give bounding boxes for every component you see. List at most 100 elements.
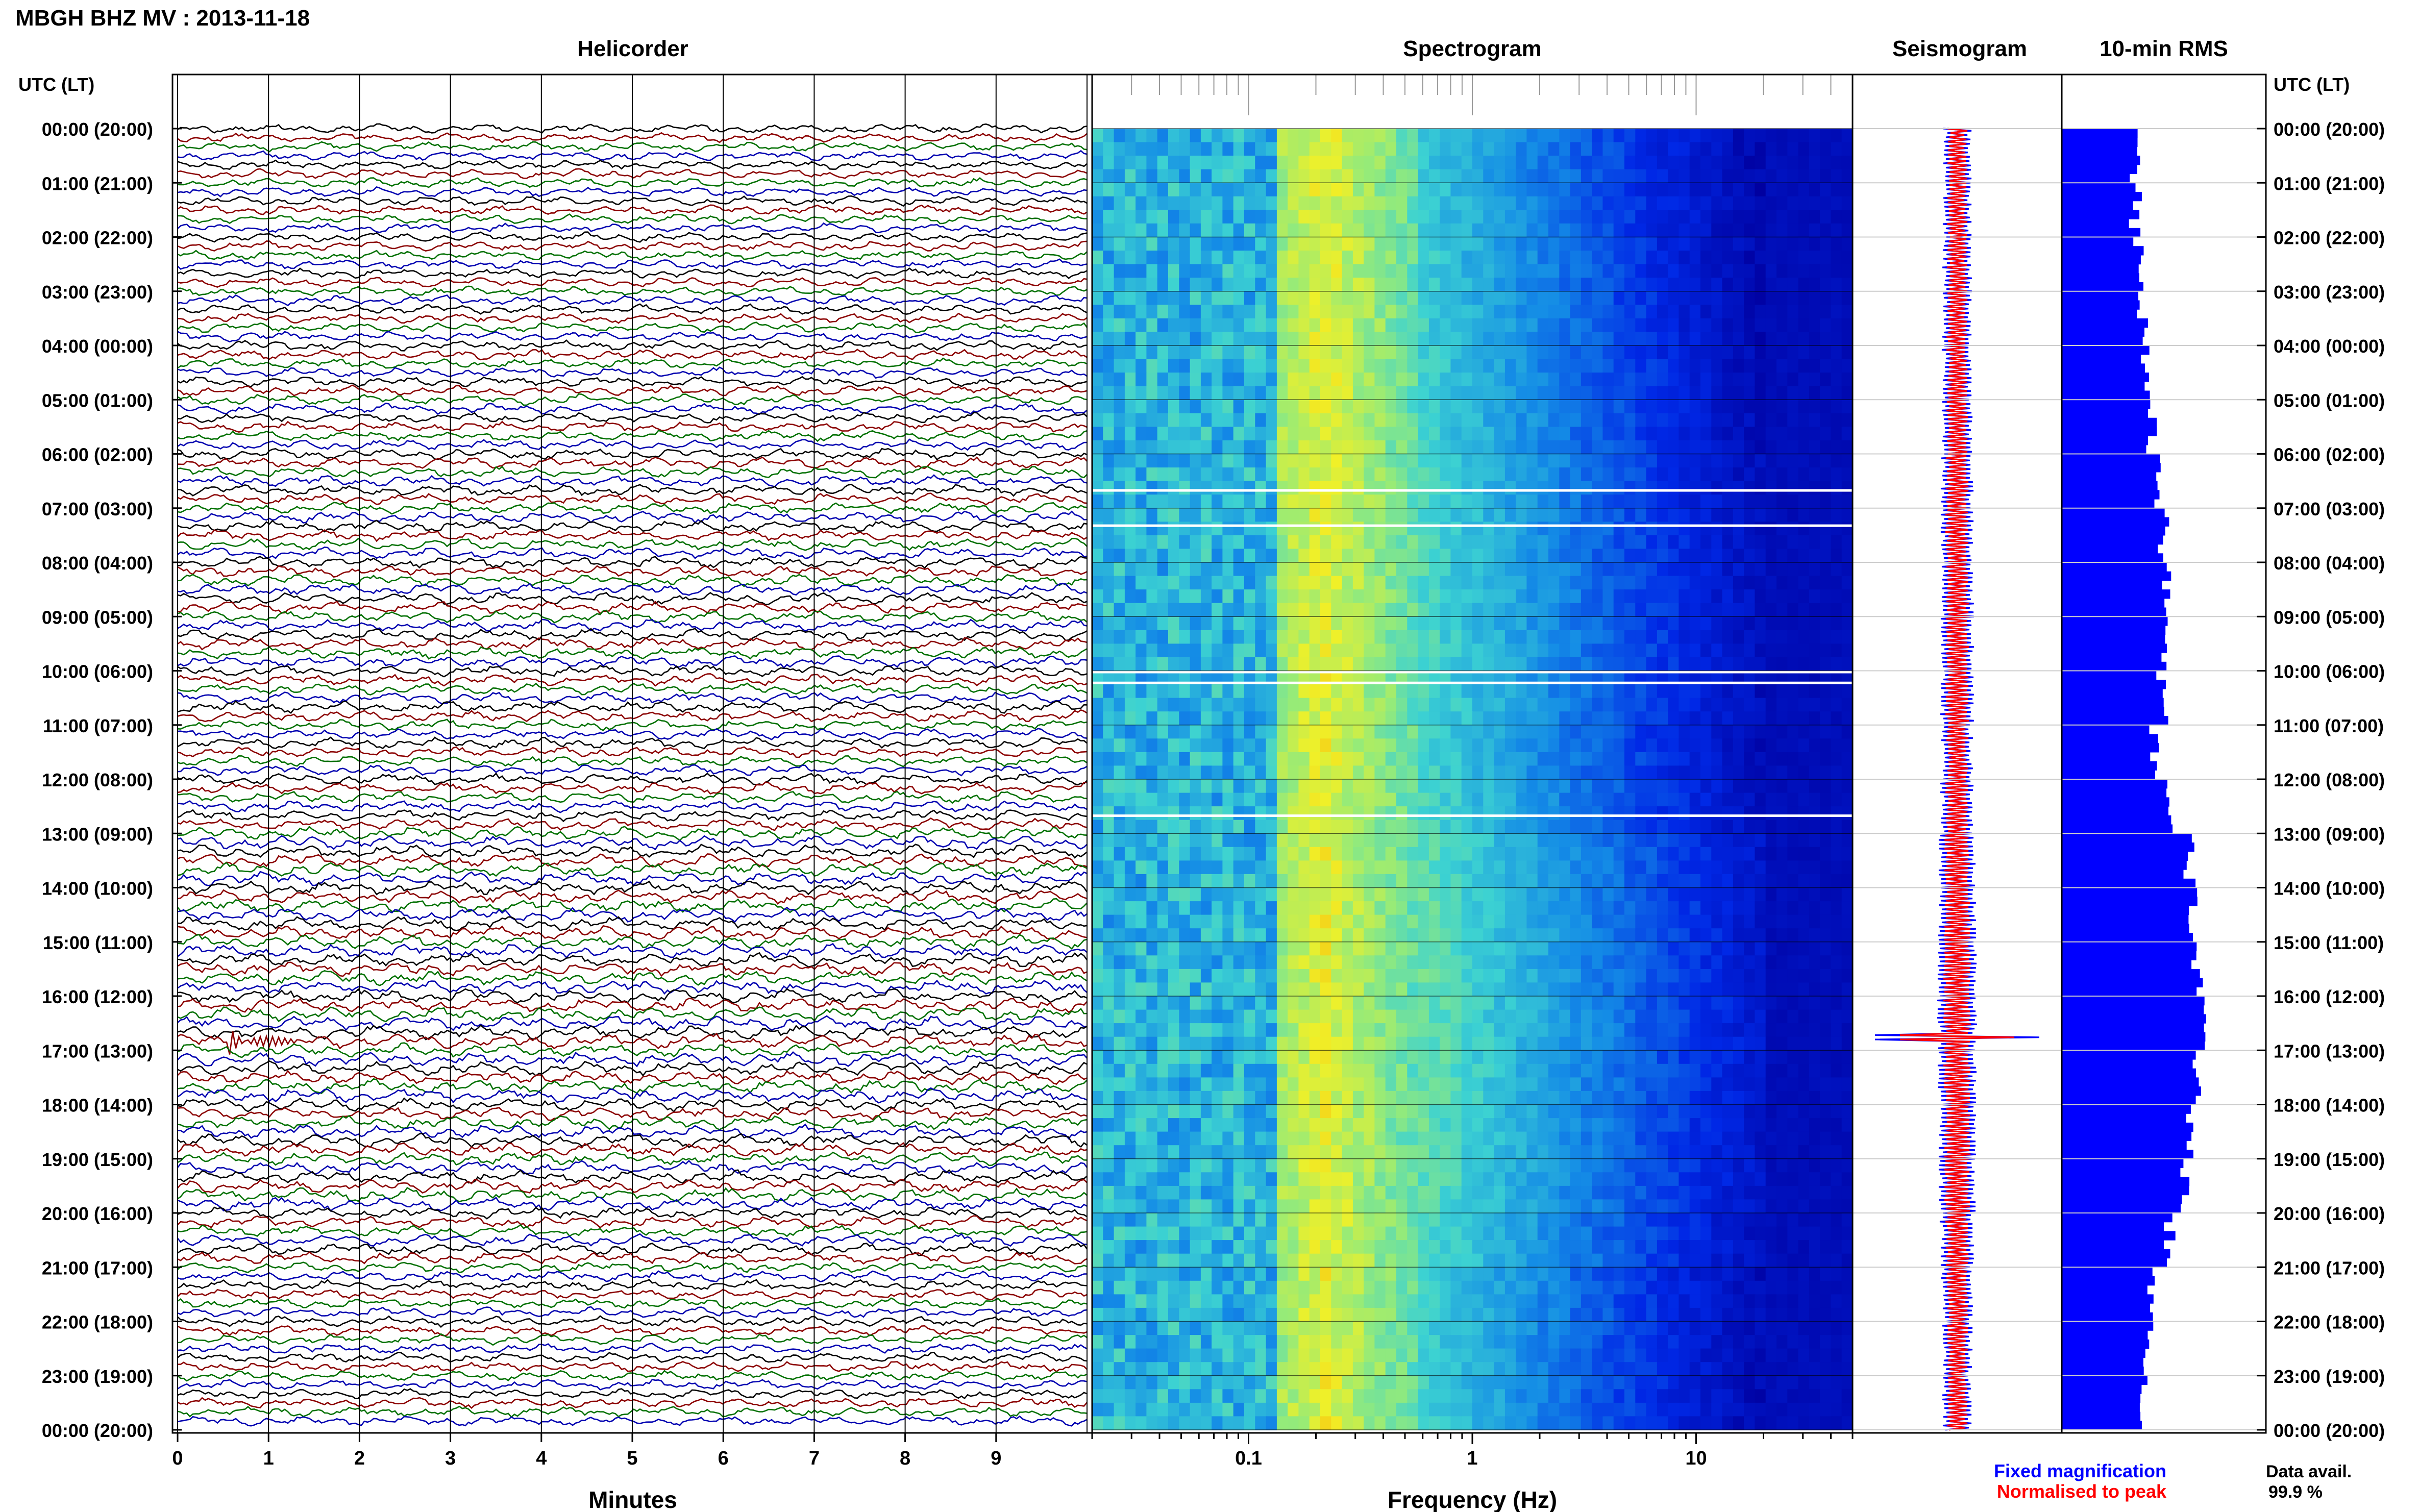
- spectrogram-cell: [1179, 806, 1191, 821]
- spectrogram-cell: [1450, 494, 1462, 509]
- spectrogram-cell: [1190, 264, 1201, 279]
- spectrogram-cell: [1092, 1063, 1104, 1078]
- spectrogram-cell: [1504, 711, 1517, 726]
- spectrogram-cell: [1440, 792, 1451, 807]
- spectrogram-cell: [1331, 210, 1343, 224]
- spectrogram-cell: [1298, 982, 1310, 997]
- spectrogram-cell: [1504, 549, 1517, 563]
- spectrogram-cell: [1635, 792, 1647, 807]
- spectrogram-cell: [1168, 345, 1180, 360]
- spectrogram-cell: [1668, 1050, 1680, 1064]
- spectrogram-cell: [1657, 494, 1669, 509]
- spectrogram-cell: [1114, 874, 1125, 888]
- spectrogram-cell: [1494, 508, 1505, 523]
- spectrogram-cell: [1831, 562, 1842, 577]
- spectrogram-cell: [1212, 914, 1223, 929]
- spectrogram-cell: [1733, 156, 1745, 170]
- spectrogram-cell: [1831, 616, 1842, 631]
- spectrogram-cell: [1298, 874, 1310, 888]
- spectrogram-cell: [1136, 847, 1147, 861]
- spectrogram-cell: [1114, 359, 1125, 374]
- spectrogram-cell: [1755, 833, 1766, 848]
- spectrogram-cell: [1407, 359, 1419, 374]
- spectrogram-cell: [1157, 440, 1169, 455]
- spectrogram-cell: [1700, 928, 1712, 943]
- spectrogram-cell: [1581, 969, 1593, 983]
- spectrogram-cell: [1244, 941, 1256, 956]
- spectrogram-cell: [1309, 630, 1321, 645]
- spectrogram-cell: [1157, 156, 1169, 170]
- spectrogram-cell: [1179, 887, 1191, 902]
- spectrogram-cell: [1309, 210, 1321, 224]
- spectrogram-cell: [1200, 779, 1213, 794]
- spectrogram-cell: [1765, 914, 1777, 929]
- spectrogram-cell: [1103, 969, 1115, 983]
- spectrogram-cell: [1776, 603, 1788, 617]
- spectrogram-cell: [1679, 223, 1690, 238]
- spectrogram-cell: [1114, 129, 1125, 143]
- spectrogram-cell: [1841, 413, 1853, 428]
- spectrogram-cell: [1407, 589, 1419, 604]
- spectrogram-cell: [1755, 657, 1766, 672]
- spectrogram-cell: [1613, 806, 1625, 821]
- spectrogram-cell: [1103, 982, 1115, 997]
- spectrogram-cell: [1418, 1023, 1429, 1037]
- spectrogram-cell: [1776, 386, 1788, 401]
- spectrogram-cell: [1635, 657, 1647, 672]
- spectrogram-cell: [1168, 481, 1180, 495]
- spectrogram-cell: [1440, 169, 1451, 184]
- spectrogram-cell: [1222, 901, 1234, 915]
- spectrogram-cell: [1657, 142, 1669, 157]
- spectrogram-cell: [1765, 698, 1777, 712]
- spectrogram-cell: [1624, 643, 1636, 658]
- spectrogram-cell: [1212, 833, 1223, 848]
- spectrogram-cell: [1124, 996, 1137, 1010]
- spectrogram-cell: [1787, 264, 1799, 279]
- spectrogram-cell: [1309, 982, 1321, 997]
- spectrogram-cell: [1396, 725, 1408, 739]
- spectrogram-cell: [1831, 928, 1842, 943]
- spectrogram-cell: [1428, 643, 1441, 658]
- spectrogram-cell: [1602, 237, 1614, 252]
- spectrogram-cell: [1298, 373, 1310, 387]
- spectrogram-cell: [1200, 210, 1213, 224]
- spectrogram-cell: [1559, 711, 1571, 726]
- spectrogram-cell: [1092, 657, 1104, 672]
- spectrogram-cell: [1396, 481, 1408, 495]
- spectrogram-cell: [1114, 982, 1125, 997]
- spectrogram-cell: [1168, 386, 1180, 401]
- spectrogram-cell: [1331, 345, 1343, 360]
- spectrogram-cell: [1613, 874, 1625, 888]
- spectrogram-cell: [1222, 359, 1234, 374]
- spectrogram-cell: [1831, 1036, 1842, 1051]
- spectrogram-cell: [1244, 156, 1256, 170]
- spectrogram-cell: [1136, 1063, 1147, 1078]
- spectrogram-cell: [1733, 847, 1745, 861]
- spectrogram-cell: [1722, 481, 1734, 495]
- spectrogram-cell: [1407, 156, 1419, 170]
- spectrogram-cell: [1537, 413, 1549, 428]
- spectrogram-cell: [1428, 996, 1441, 1010]
- spectrogram-cell: [1559, 589, 1571, 604]
- spectrogram-cell: [1233, 657, 1245, 672]
- spectrogram-cell: [1233, 481, 1245, 495]
- spectrogram-cell: [1526, 996, 1538, 1010]
- spectrogram-cell: [1114, 223, 1125, 238]
- spectrogram-cell: [1537, 711, 1549, 726]
- spectrogram-cell: [1440, 928, 1451, 943]
- spectrogram-cell: [1266, 318, 1277, 333]
- spectrogram-cell: [1559, 251, 1571, 265]
- spectrogram-cell: [1374, 1050, 1386, 1064]
- spectrogram-cell: [1385, 806, 1397, 821]
- spectrogram-cell: [1798, 833, 1810, 848]
- spectrogram-cell: [1114, 603, 1125, 617]
- spectrogram-cell: [1613, 386, 1625, 401]
- spectrogram-cell: [1157, 332, 1169, 346]
- spectrogram-cell: [1244, 725, 1256, 739]
- spectrogram-cell: [1461, 941, 1473, 956]
- spectrogram-cell: [1733, 494, 1745, 509]
- spectrogram-cell: [1581, 941, 1593, 956]
- spectrogram-cell: [1798, 481, 1810, 495]
- spectrogram-cell: [1342, 440, 1353, 455]
- spectrogram-cell: [1679, 169, 1690, 184]
